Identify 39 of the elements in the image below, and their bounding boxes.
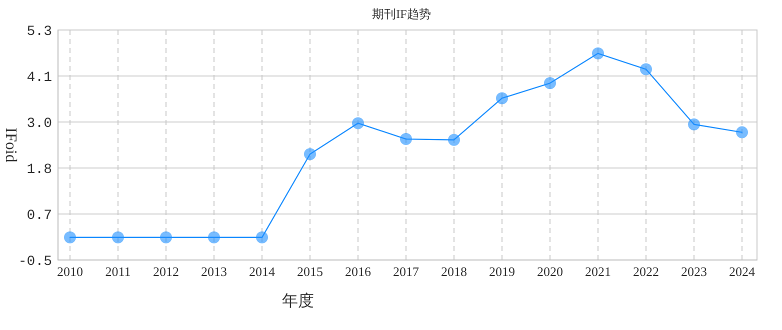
- y-tick-label: 0.7: [26, 208, 52, 224]
- point: [304, 148, 316, 160]
- x-tick-label: 2019: [489, 264, 515, 279]
- point: [544, 77, 556, 90]
- x-tick-label: 2020: [537, 264, 563, 279]
- x-tick-label: 2015: [297, 264, 323, 279]
- point: [160, 231, 172, 244]
- point: [208, 231, 220, 244]
- x-tick-label: 2014: [249, 264, 276, 279]
- x-tick-label: 2024: [729, 264, 756, 279]
- point: [112, 231, 124, 244]
- point: [640, 63, 652, 76]
- y-tick-label: 1.8: [26, 162, 52, 178]
- x-tick-label: 2021: [585, 264, 611, 279]
- point: [256, 231, 268, 244]
- x-tick-label: 2018: [441, 264, 467, 279]
- point: [592, 47, 604, 60]
- chart-title: 期刊IF趋势: [372, 7, 431, 21]
- y-tick-label: 4.1: [26, 70, 52, 86]
- y-tick-label: -0.5: [18, 254, 52, 270]
- x-axis-title: 年度: [282, 292, 314, 310]
- y-axis-title: IFoid: [2, 128, 19, 162]
- point: [400, 133, 412, 146]
- x-tick-label: 2023: [681, 264, 707, 279]
- point: [448, 134, 460, 146]
- x-tick-label: 2011: [105, 264, 131, 279]
- x-tick-label: 2013: [201, 264, 227, 279]
- point: [688, 118, 700, 130]
- x-tick-label: 2010: [57, 264, 83, 279]
- y-tick-label: 5.3: [26, 24, 52, 40]
- x-tick-label: 2022: [633, 264, 659, 279]
- point: [736, 126, 748, 138]
- point: [496, 92, 508, 104]
- x-tick-label: 2017: [393, 264, 420, 279]
- y-tick-label: 3.0: [26, 116, 52, 132]
- point: [352, 117, 364, 130]
- point: [64, 231, 76, 244]
- x-tick-label: 2012: [153, 264, 179, 279]
- x-tick-label: 2016: [345, 264, 372, 279]
